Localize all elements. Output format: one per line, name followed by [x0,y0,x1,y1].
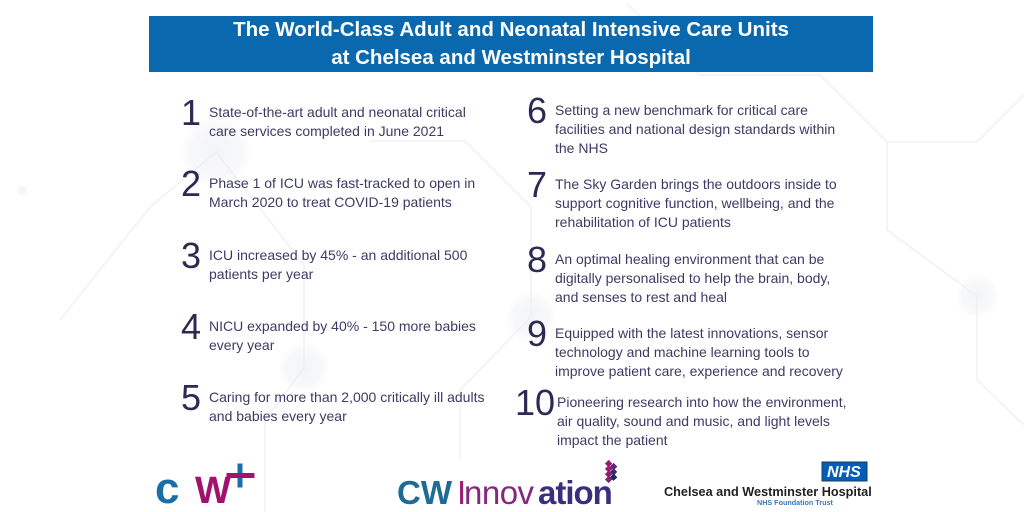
svg-text:Chelsea and Westminster Hospit: Chelsea and Westminster Hospital [664,485,872,499]
svg-text:NHS: NHS [827,464,861,481]
svg-text:c: c [155,464,179,512]
svg-text:nnov: nnov [464,474,535,511]
svg-text:ation: ation [538,474,612,511]
svg-text:NHS Foundation Trust: NHS Foundation Trust [757,498,833,507]
svg-text:CW: CW [397,474,453,511]
svg-text:W: W [195,470,231,512]
